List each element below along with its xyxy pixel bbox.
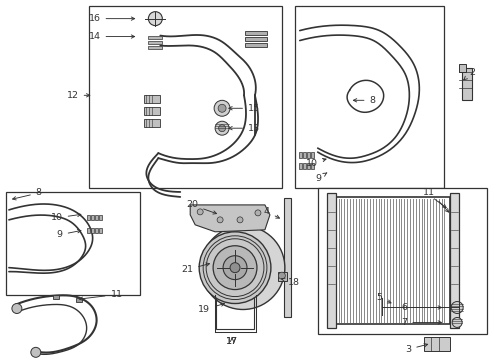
Circle shape (223, 256, 247, 280)
Bar (311, 152, 314, 158)
Text: 21: 21 (181, 263, 209, 274)
Circle shape (230, 263, 240, 273)
Bar (299, 163, 302, 169)
Text: 15: 15 (229, 104, 260, 113)
Circle shape (12, 303, 22, 314)
Circle shape (148, 12, 162, 26)
Bar (75, 298, 82, 302)
Polygon shape (190, 205, 270, 232)
Text: 18: 18 (281, 278, 300, 287)
Circle shape (237, 217, 243, 223)
Bar (307, 152, 310, 158)
Bar (216, 294, 254, 329)
Bar (450, 193, 459, 328)
Bar (459, 64, 466, 72)
Circle shape (219, 125, 225, 132)
Circle shape (197, 209, 203, 215)
Circle shape (278, 272, 285, 279)
Bar (462, 68, 472, 100)
Text: 19: 19 (198, 303, 224, 314)
Text: 3: 3 (405, 343, 428, 354)
Circle shape (214, 100, 230, 116)
Text: 4: 4 (264, 207, 279, 218)
Bar (318, 188, 487, 334)
Text: 20: 20 (186, 201, 217, 214)
Text: 12: 12 (67, 91, 90, 100)
Bar (89, 6, 282, 188)
Text: 11: 11 (79, 290, 122, 300)
Bar (299, 152, 302, 158)
Text: 8: 8 (13, 188, 42, 200)
Bar (148, 41, 162, 44)
Text: 9: 9 (316, 173, 327, 183)
Text: 2: 2 (464, 68, 475, 80)
Circle shape (31, 347, 41, 357)
Text: 8: 8 (353, 96, 375, 105)
Circle shape (215, 121, 229, 135)
Bar (53, 294, 59, 298)
Bar (307, 163, 310, 169)
Text: 14: 14 (89, 32, 135, 41)
Bar (424, 337, 450, 351)
Text: 10: 10 (306, 158, 326, 167)
Bar (284, 198, 291, 318)
Bar (91, 215, 94, 220)
Bar (278, 272, 287, 280)
Bar (87, 215, 90, 220)
Bar (245, 42, 267, 46)
Circle shape (255, 210, 261, 216)
Bar (303, 152, 306, 158)
Text: 13: 13 (229, 124, 260, 133)
Bar (303, 163, 306, 169)
Text: 17: 17 (226, 337, 238, 346)
Bar (98, 228, 101, 233)
Text: 6: 6 (401, 303, 441, 312)
Bar (245, 31, 267, 35)
Bar (91, 228, 94, 233)
Bar (336, 197, 450, 324)
Bar (145, 95, 160, 103)
Bar (245, 37, 267, 41)
Text: 16: 16 (89, 14, 135, 23)
Circle shape (217, 217, 223, 223)
Bar (148, 45, 162, 49)
Text: 17: 17 (226, 337, 238, 346)
Text: 7: 7 (401, 318, 441, 327)
Bar (6, 192, 141, 294)
Text: 1: 1 (423, 188, 446, 208)
Bar (327, 193, 336, 328)
Bar (295, 6, 444, 188)
Bar (145, 119, 160, 127)
Bar (148, 36, 162, 39)
Bar (95, 228, 98, 233)
Circle shape (452, 318, 462, 328)
Circle shape (201, 226, 285, 310)
Text: 1: 1 (428, 188, 449, 212)
Bar (145, 107, 160, 115)
Bar (87, 228, 90, 233)
Bar (311, 163, 314, 169)
Circle shape (199, 232, 271, 303)
Text: 5: 5 (376, 293, 391, 303)
Circle shape (451, 302, 463, 314)
Text: 10: 10 (50, 213, 81, 222)
Bar (98, 215, 101, 220)
Circle shape (218, 104, 226, 112)
Circle shape (213, 246, 257, 289)
Text: 9: 9 (57, 230, 81, 239)
Bar (95, 215, 98, 220)
